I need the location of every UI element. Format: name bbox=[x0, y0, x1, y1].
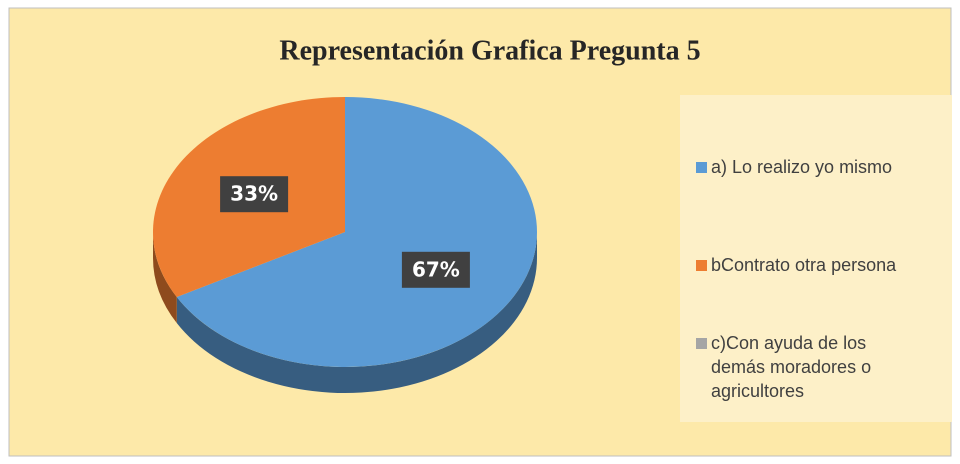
legend-item: c)Con ayuda de los demás moradores o agr… bbox=[696, 331, 911, 403]
pie-slice-side bbox=[153, 232, 177, 324]
legend-label: a) Lo realizo yo mismo bbox=[711, 157, 893, 177]
legend-swatch bbox=[696, 338, 707, 349]
legend-item: bContrato otra persona bbox=[696, 253, 896, 277]
legend-item: a) Lo realizo yo mismo bbox=[696, 155, 892, 179]
legend-label: bContrato otra persona bbox=[711, 255, 897, 275]
legend-swatch bbox=[696, 162, 707, 173]
pie-slice bbox=[176, 97, 537, 367]
chart-title: Representación Grafica Pregunta 5 bbox=[279, 35, 700, 66]
pie-slice-side bbox=[176, 232, 537, 393]
data-label: 67% bbox=[412, 257, 460, 281]
legend-swatch bbox=[696, 260, 707, 271]
legend-label: c)Con ayuda de los demás moradores o agr… bbox=[711, 333, 872, 401]
data-label-box bbox=[401, 251, 470, 288]
data-label: 33% bbox=[230, 182, 278, 206]
data-label-box bbox=[220, 176, 289, 213]
legend: a) Lo realizo yo mismo bContrato otra per… bbox=[680, 95, 952, 422]
